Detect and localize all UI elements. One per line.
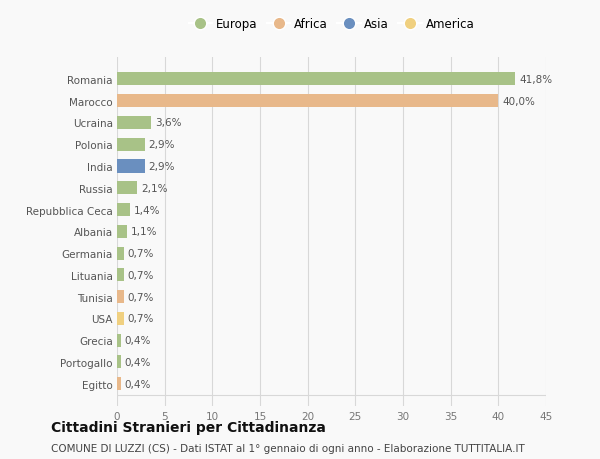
Text: 0,7%: 0,7% — [127, 270, 154, 280]
Bar — [117, 139, 145, 151]
Bar — [117, 203, 130, 217]
Bar — [117, 356, 121, 369]
Text: 1,4%: 1,4% — [134, 205, 161, 215]
Text: Cittadini Stranieri per Cittadinanza: Cittadini Stranieri per Cittadinanza — [51, 420, 326, 434]
Text: 1,1%: 1,1% — [131, 227, 158, 237]
Text: 0,4%: 0,4% — [125, 357, 151, 367]
Bar — [117, 291, 124, 303]
Text: 0,4%: 0,4% — [125, 336, 151, 345]
Bar — [117, 73, 515, 86]
Bar — [117, 247, 124, 260]
Text: 0,4%: 0,4% — [125, 379, 151, 389]
Text: 2,9%: 2,9% — [148, 140, 175, 150]
Text: COMUNE DI LUZZI (CS) - Dati ISTAT al 1° gennaio di ogni anno - Elaborazione TUTT: COMUNE DI LUZZI (CS) - Dati ISTAT al 1° … — [51, 443, 525, 453]
Text: 2,9%: 2,9% — [148, 162, 175, 172]
Text: 41,8%: 41,8% — [520, 75, 553, 85]
Bar — [117, 117, 151, 130]
Bar — [117, 377, 121, 390]
Text: 0,7%: 0,7% — [127, 313, 154, 324]
Bar — [117, 334, 121, 347]
Bar — [117, 182, 137, 195]
Text: 0,7%: 0,7% — [127, 248, 154, 258]
Legend: Europa, Africa, Asia, America: Europa, Africa, Asia, America — [188, 18, 475, 31]
Text: 40,0%: 40,0% — [502, 96, 535, 106]
Text: 3,6%: 3,6% — [155, 118, 182, 128]
Bar — [117, 95, 499, 108]
Text: 2,1%: 2,1% — [141, 183, 167, 193]
Bar — [117, 160, 145, 173]
Bar — [117, 312, 124, 325]
Text: 0,7%: 0,7% — [127, 292, 154, 302]
Bar — [117, 225, 127, 238]
Bar — [117, 269, 124, 282]
